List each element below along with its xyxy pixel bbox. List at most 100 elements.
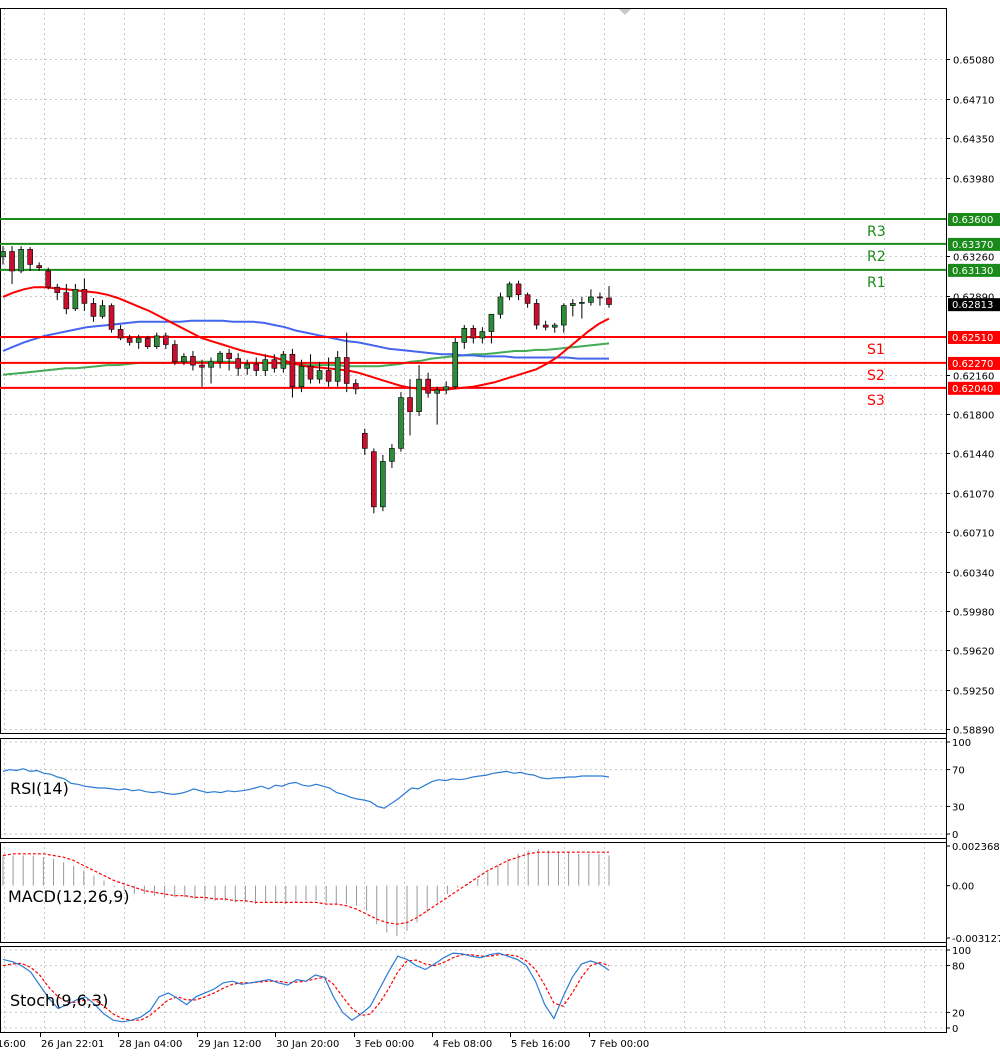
time-axis-label: 29 Jan 12:00 (198, 1039, 261, 1050)
candle-bearish (190, 356, 196, 366)
candle-bearish (172, 344, 178, 363)
candle-bearish (606, 297, 612, 305)
chart-shift-marker (619, 9, 631, 15)
indicator-tick-label: 20 (952, 1008, 965, 1019)
level-name-s1: S1 (867, 342, 885, 358)
moving-average-red-line (2, 286, 610, 391)
level-price-badge (948, 381, 1000, 395)
candle-bearish (253, 363, 260, 371)
current-price-label: 0.62813 (952, 300, 993, 311)
candle-bearish (235, 358, 241, 369)
indicator-tick-label: 100 (952, 738, 971, 749)
candle-bearish (343, 357, 350, 384)
moving-average-blue-line (2, 319, 609, 360)
indicator-tick-label: 70 (952, 766, 965, 777)
price-tick-label: 0.60340 (953, 569, 994, 580)
indicator-tick-label: 0 (952, 1024, 958, 1035)
candle-bullish (135, 337, 142, 343)
price-tick-label: 0.60710 (953, 529, 994, 540)
level-name-r2: R2 (867, 249, 886, 265)
candle-bearish (524, 294, 531, 304)
candle-bearish (361, 432, 368, 449)
candle-bearish (307, 365, 314, 380)
price-tick-label: 0.64710 (953, 96, 994, 107)
candle-bullish (560, 305, 567, 326)
candle-bearish (352, 383, 359, 390)
candle-bearish (407, 397, 413, 412)
macd-label: MACD(12,26,9) (8, 887, 130, 906)
candle-bullish (461, 327, 468, 343)
level-price-label: 0.63130 (952, 266, 993, 277)
candle-bullish (280, 353, 287, 369)
candle-bearish (27, 249, 33, 265)
level-price-badge (948, 330, 1000, 344)
level-price-badge (948, 356, 1000, 370)
time-axis-label: 5 Feb 16:00 (511, 1039, 570, 1050)
indicator-tick-label: 100 (952, 946, 971, 957)
price-tick-label: 0.58890 (953, 726, 994, 737)
level-price-label: 0.63370 (952, 240, 993, 251)
candle-bearish (425, 378, 431, 394)
candle-bullish (497, 296, 504, 315)
candle-bearish (371, 451, 377, 508)
time-axis-label: 30 Jan 20:00 (276, 1039, 339, 1050)
indicator-tick-label: -0.003127 (952, 934, 1000, 945)
candle-bullish (579, 302, 585, 304)
candle-bullish (153, 335, 160, 347)
price-tick-label: 0.61800 (953, 411, 994, 422)
level-name-r3: R3 (867, 224, 886, 240)
price-tick-label: 0.61440 (953, 450, 994, 461)
level-price-label: 0.62510 (952, 333, 993, 344)
stoch-label: Stoch(9,6,3) (10, 991, 108, 1010)
stoch-signal-line (2, 954, 610, 1021)
time-axis-label: 4 Feb 08:00 (433, 1039, 492, 1050)
candle-bullish (316, 370, 323, 380)
current-price-badge (948, 298, 1000, 312)
candle-bullish (380, 461, 386, 508)
candle-bearish (515, 283, 522, 296)
price-tick-label: 0.59980 (953, 608, 994, 619)
candle-bullish (488, 313, 495, 332)
time-axis-label: 3 Feb 00:00 (355, 1039, 414, 1050)
level-price-badge (948, 263, 1000, 277)
candle-bullish (443, 386, 449, 391)
candle-bearish (597, 296, 603, 299)
macd-signal-line (2, 851, 609, 925)
candle-bullish (506, 283, 513, 298)
indicator-tick-label: 80 (952, 962, 965, 973)
price-tick-label: 0.59620 (953, 647, 994, 658)
indicator-tick-label: 0.00 (952, 882, 974, 893)
candle-bearish (199, 364, 205, 368)
rsi-label: RSI(14) (10, 779, 69, 798)
candle-bullish (334, 357, 341, 382)
level-name-s2: S2 (867, 368, 885, 384)
candle-bullish (72, 289, 79, 310)
candle-bearish (289, 353, 296, 388)
rsi-line (2, 768, 610, 809)
candle-bullish (181, 356, 187, 363)
time-axis-label: 16:00 (0, 1039, 26, 1050)
candle-bearish (271, 359, 278, 369)
price-tick-label: 0.59250 (953, 687, 994, 698)
candle-bullish (452, 342, 459, 388)
candle-bearish (226, 352, 232, 359)
level-price-badge (948, 237, 1000, 251)
candle-bearish (81, 289, 88, 304)
price-tick-label: 0.64350 (953, 135, 994, 146)
candle-bullish (298, 365, 305, 388)
candle-bullish (479, 331, 486, 339)
level-name-s3: S3 (867, 393, 885, 409)
candle-bullish (244, 363, 251, 369)
candle-bearish (36, 265, 42, 269)
candle-bearish (470, 327, 477, 339)
level-price-badge (948, 213, 1000, 227)
candle-bullish (389, 448, 395, 462)
moving-average-green-line (2, 342, 610, 376)
candle-bullish (551, 324, 558, 328)
price-tick-label: 0.62160 (953, 372, 994, 383)
candle-bullish (262, 359, 269, 371)
candle-bearish (533, 303, 540, 326)
price-tick-label: 0.65080 (953, 56, 994, 67)
price-tick-label: 0.62890 (953, 293, 994, 304)
